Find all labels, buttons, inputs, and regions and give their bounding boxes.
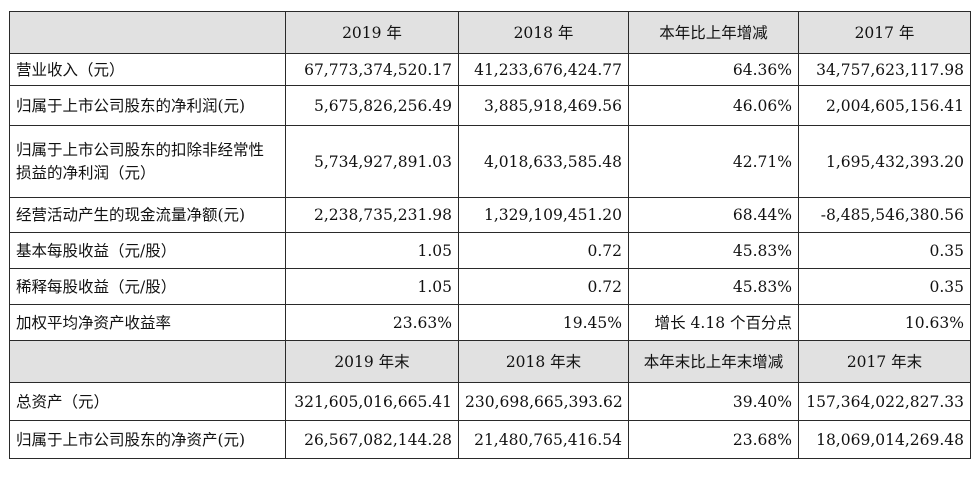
header-2018-end: 2018 年末 bbox=[458, 340, 629, 383]
table-row: 归属于上市公司股东的净利润(元) 5,675,826,256.49 3,885,… bbox=[9, 85, 971, 126]
row-label: 归属于上市公司股东的净利润(元) bbox=[9, 85, 286, 126]
row-label: 加权平均净资产收益率 bbox=[9, 304, 286, 341]
cell-change: 46.06% bbox=[628, 85, 799, 126]
row-label: 稀释每股收益（元/股） bbox=[9, 268, 286, 305]
table-row: 归属于上市公司股东的净资产(元) 26,567,082,144.28 21,48… bbox=[9, 420, 971, 459]
cell-change: 42.71% bbox=[628, 125, 799, 198]
header-change-end: 本年末比上年末增减 bbox=[628, 340, 799, 383]
row-label: 营业收入（元） bbox=[9, 53, 286, 86]
row-label: 归属于上市公司股东的净资产(元) bbox=[9, 420, 286, 459]
header-2019: 2019 年 bbox=[285, 11, 459, 54]
row-label: 基本每股收益（元/股） bbox=[9, 232, 286, 269]
cell-2017: 0.35 bbox=[798, 232, 971, 269]
table-row: 营业收入（元） 67,773,374,520.17 41,233,676,424… bbox=[9, 53, 971, 86]
table-row: 归属于上市公司股东的扣除非经常性损益的净利润（元） 5,734,927,891.… bbox=[9, 125, 971, 198]
cell-2017: -8,485,546,380.56 bbox=[798, 197, 971, 233]
cell-change: 增长 4.18 个百分点 bbox=[628, 304, 799, 341]
cell-2019: 26,567,082,144.28 bbox=[285, 420, 459, 459]
financial-summary-table: 2019 年 2018 年 本年比上年增减 2017 年 营业收入（元） 67,… bbox=[9, 11, 971, 459]
header-blank-cell bbox=[9, 11, 286, 54]
cell-2018: 3,885,918,469.56 bbox=[458, 85, 629, 126]
cell-2017: 10.63% bbox=[798, 304, 971, 341]
header-blank-cell bbox=[9, 340, 286, 383]
table-row: 经营活动产生的现金流量净额(元) 2,238,735,231.98 1,329,… bbox=[9, 197, 971, 233]
cell-2019: 23.63% bbox=[285, 304, 459, 341]
cell-2019: 67,773,374,520.17 bbox=[285, 53, 459, 86]
row-label: 经营活动产生的现金流量净额(元) bbox=[9, 197, 286, 233]
cell-2018: 21,480,765,416.54 bbox=[458, 420, 629, 459]
cell-2018: 41,233,676,424.77 bbox=[458, 53, 629, 86]
header-2019-end: 2019 年末 bbox=[285, 340, 459, 383]
cell-2019: 1.05 bbox=[285, 268, 459, 305]
cell-2019: 5,734,927,891.03 bbox=[285, 125, 459, 198]
cell-2017: 0.35 bbox=[798, 268, 971, 305]
table-row: 稀释每股收益（元/股） 1.05 0.72 45.83% 0.35 bbox=[9, 268, 971, 305]
cell-change: 45.83% bbox=[628, 268, 799, 305]
cell-2019: 321,605,016,665.41 bbox=[285, 382, 459, 421]
cell-change: 45.83% bbox=[628, 232, 799, 269]
table-header-row: 2019 年末 2018 年末 本年末比上年末增减 2017 年末 bbox=[9, 340, 971, 383]
cell-2018: 4,018,633,585.48 bbox=[458, 125, 629, 198]
cell-2017: 157,364,022,827.33 bbox=[798, 382, 971, 421]
cell-change: 68.44% bbox=[628, 197, 799, 233]
cell-2018: 0.72 bbox=[458, 232, 629, 269]
table-row: 基本每股收益（元/股） 1.05 0.72 45.83% 0.35 bbox=[9, 232, 971, 269]
cell-2018: 0.72 bbox=[458, 268, 629, 305]
cell-2018: 230,698,665,393.62 bbox=[458, 382, 629, 421]
cell-2019: 1.05 bbox=[285, 232, 459, 269]
cell-2018: 19.45% bbox=[458, 304, 629, 341]
cell-change: 39.40% bbox=[628, 382, 799, 421]
cell-2017: 1,695,432,393.20 bbox=[798, 125, 971, 198]
cell-2019: 5,675,826,256.49 bbox=[285, 85, 459, 126]
header-2018: 2018 年 bbox=[458, 11, 629, 54]
row-label: 归属于上市公司股东的扣除非经常性损益的净利润（元） bbox=[9, 125, 286, 198]
table-row: 加权平均净资产收益率 23.63% 19.45% 增长 4.18 个百分点 10… bbox=[9, 304, 971, 341]
cell-2018: 1,329,109,451.20 bbox=[458, 197, 629, 233]
cell-2019: 2,238,735,231.98 bbox=[285, 197, 459, 233]
table-header-row: 2019 年 2018 年 本年比上年增减 2017 年 bbox=[9, 11, 971, 54]
row-label: 总资产（元） bbox=[9, 382, 286, 421]
table-row: 总资产（元） 321,605,016,665.41 230,698,665,39… bbox=[9, 382, 971, 421]
cell-change: 64.36% bbox=[628, 53, 799, 86]
header-change: 本年比上年增减 bbox=[628, 11, 799, 54]
header-2017: 2017 年 bbox=[798, 11, 971, 54]
cell-change: 23.68% bbox=[628, 420, 799, 459]
cell-2017: 18,069,014,269.48 bbox=[798, 420, 971, 459]
cell-2017: 2,004,605,156.41 bbox=[798, 85, 971, 126]
header-2017-end: 2017 年末 bbox=[798, 340, 971, 383]
cell-2017: 34,757,623,117.98 bbox=[798, 53, 971, 86]
